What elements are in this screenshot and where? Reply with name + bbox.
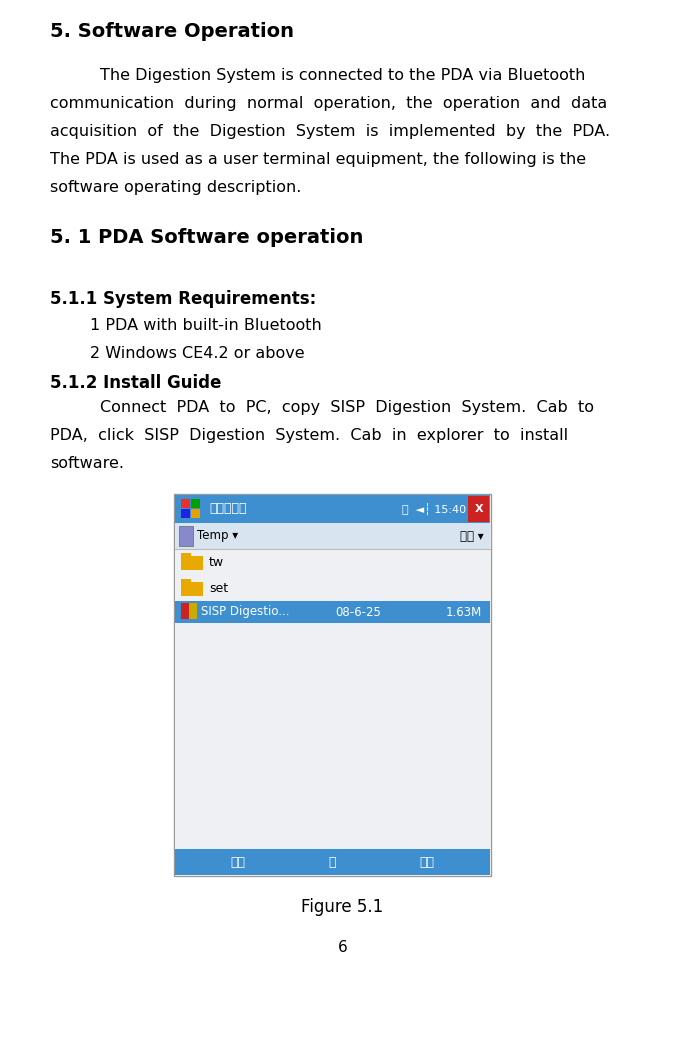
Text: communication  during  normal  operation,  the  operation  and  data: communication during normal operation, t… [50,96,607,111]
Bar [175,849,490,875]
Text: 1 PDA with built-in Bluetooth: 1 PDA with built-in Bluetooth [90,318,322,333]
Text: Figure 5.1: Figure 5.1 [301,898,384,916]
Bar [181,509,190,518]
Text: 1.63M: 1.63M [446,605,482,619]
Text: 2 Windows CE4.2 or above: 2 Windows CE4.2 or above [90,346,305,361]
Text: 5. Software Operation: 5. Software Operation [50,22,294,41]
Text: 5. 1 PDA Software operation: 5. 1 PDA Software operation [50,229,363,247]
Text: The PDA is used as a user terminal equipment, the following is the: The PDA is used as a user terminal equip… [50,152,586,167]
Bar [174,494,491,876]
Text: X: X [475,504,484,514]
Text: 资源管理器: 资源管理器 [209,503,247,515]
Text: software.: software. [50,456,124,471]
Bar [179,526,193,546]
Bar [175,495,490,523]
Text: Connect  PDA  to  PC,  copy  SISP  Digestion  System.  Cab  to: Connect PDA to PC, copy SISP Digestion S… [100,400,594,415]
Text: 菜单: 菜单 [419,856,434,869]
Bar [181,603,189,619]
Text: Temp ▾: Temp ▾ [197,529,238,543]
Text: PDA,  click  SISP  Digestion  System.  Cab  in  explorer  to  install: PDA, click SISP Digestion System. Cab in… [50,428,568,443]
Text: 5.1.1 System Requirements:: 5.1.1 System Requirements: [50,290,316,308]
Bar [468,496,489,522]
Text: set: set [209,582,228,595]
Text: acquisition  of  the  Digestion  System  is  implemented  by  the  PDA.: acquisition of the Digestion System is i… [50,124,610,139]
Text: ⬼  ◄┆ 15:40: ⬼ ◄┆ 15:40 [402,503,466,515]
Bar [191,499,200,508]
Text: 向上: 向上 [230,856,245,869]
Bar [191,509,200,518]
Text: 6: 6 [338,940,347,955]
Text: SISP Digestio...: SISP Digestio... [201,605,290,619]
Bar [181,499,190,508]
Bar [175,549,490,849]
Text: 5.1.2 Install Guide: 5.1.2 Install Guide [50,373,221,393]
Bar [181,582,203,596]
Bar [181,557,203,570]
Text: The Digestion System is connected to the PDA via Bluetooth: The Digestion System is connected to the… [100,68,586,83]
Text: 日期 ▾: 日期 ▾ [460,529,484,543]
Bar [175,601,490,623]
Bar [175,523,490,549]
Text: software operating description.: software operating description. [50,180,301,195]
Bar [181,553,191,558]
Text: tw: tw [209,555,224,568]
Bar [189,603,197,619]
Text: 拼: 拼 [329,856,336,869]
Bar [181,579,191,584]
Text: 08-6-25: 08-6-25 [335,605,381,619]
